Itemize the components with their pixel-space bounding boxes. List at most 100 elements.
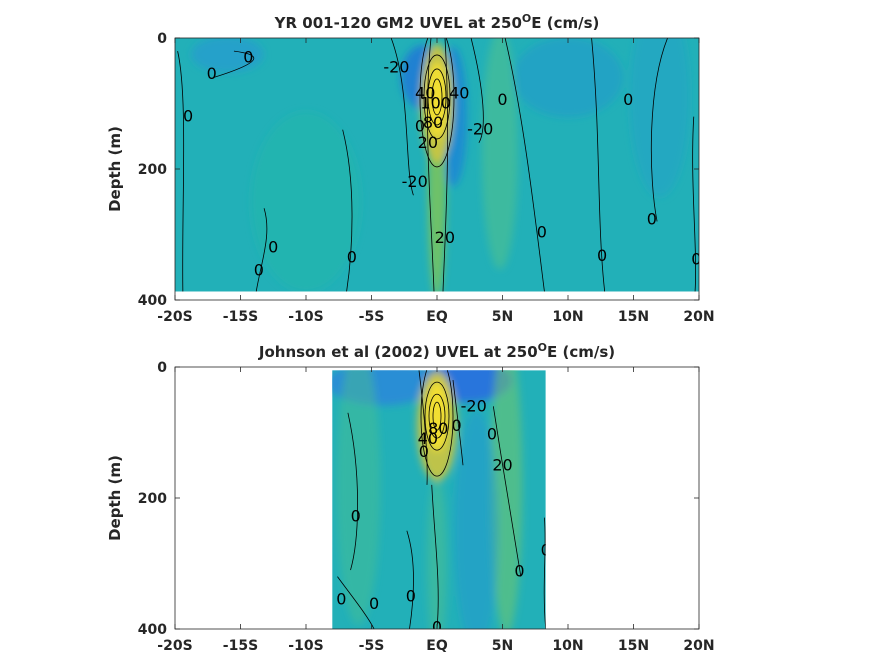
- chart-title-main: Johnson et al (2002) UVEL at 250: [258, 343, 538, 361]
- contour-label: 0: [419, 442, 429, 461]
- y-tick-label: 200: [138, 162, 167, 178]
- contour-line: [470, 38, 484, 144]
- field-patch: [629, 38, 690, 197]
- field-patch: [191, 38, 264, 73]
- x-tick-label: EQ: [426, 309, 448, 325]
- field-patch: [426, 381, 448, 452]
- contour-label: 0: [623, 90, 633, 109]
- chart-title-tail: E (cm/s): [547, 343, 615, 361]
- contour-label: 0: [336, 590, 346, 609]
- contour-label: 0: [514, 561, 524, 580]
- chart-title: YR 001-120 GM2 UVEL at 250OE (cm/s): [274, 12, 600, 32]
- contour-label: 0: [351, 506, 361, 525]
- contour-line: [492, 406, 522, 577]
- contour-label: 40: [415, 84, 435, 103]
- contour-line: [428, 393, 446, 439]
- contour-label: 0: [268, 238, 278, 257]
- field-patch: [481, 38, 518, 270]
- y-axis-label: Depth (m): [106, 126, 124, 212]
- contour-line: [342, 129, 353, 292]
- x-tick-label: 10N: [552, 309, 583, 325]
- contour-label: 0: [415, 116, 425, 135]
- x-tick-label: -20S: [157, 309, 192, 325]
- contour-line: [650, 38, 668, 222]
- contour-label: 0: [487, 424, 497, 443]
- contour-line: [177, 51, 185, 292]
- contour-line: [427, 68, 447, 126]
- contour-label: 0: [541, 540, 551, 559]
- chart-title-superscript: O: [522, 12, 531, 25]
- contour-line: [442, 38, 448, 292]
- contour-line: [591, 38, 606, 292]
- contour-label: 0: [243, 48, 253, 67]
- x-tick-label: 15N: [618, 638, 649, 654]
- x-tick-label: -5S: [359, 309, 385, 325]
- contour-line: [504, 38, 545, 292]
- contour-label: 0: [432, 618, 442, 637]
- contour-line: [406, 530, 414, 629]
- chart-title-tail: E (cm/s): [531, 14, 599, 32]
- contour-line: [214, 50, 254, 78]
- field-patch: [251, 111, 361, 292]
- x-tick-label: -20S: [157, 638, 192, 654]
- contour-line: [390, 38, 414, 196]
- y-axis-label: Depth (m): [106, 455, 124, 541]
- x-tick-label: 10N: [552, 638, 583, 654]
- chart-title: Johnson et al (2002) UVEL at 250OE (cm/s…: [258, 341, 615, 361]
- x-tick-label: 5N: [492, 309, 513, 325]
- contour-lines: [177, 38, 697, 292]
- chart-title-superscript: O: [538, 341, 547, 354]
- contour-lines: [337, 370, 546, 629]
- contour-label: 0: [254, 261, 264, 280]
- contour-label: 80: [428, 419, 448, 438]
- contour-line: [255, 208, 268, 292]
- contour-line: [543, 517, 546, 629]
- y-tick-label: 400: [138, 622, 167, 638]
- x-tick-label: 20N: [683, 309, 714, 325]
- contour-label: 0: [597, 246, 607, 265]
- contour-line: [418, 370, 428, 485]
- y-tick-label: 400: [138, 293, 167, 309]
- contour-label: 0: [347, 247, 357, 266]
- contour-label: -20: [402, 172, 428, 191]
- field-patch: [513, 38, 623, 118]
- contour-label: -20: [383, 57, 409, 76]
- x-tick-label: -10S: [288, 309, 323, 325]
- contour-label: 0: [183, 107, 193, 126]
- contour-label: 0: [452, 416, 462, 435]
- contour-line: [420, 370, 454, 477]
- contour-line: [347, 412, 358, 571]
- x-tick-label: EQ: [426, 638, 448, 654]
- contour-line: [452, 380, 464, 466]
- x-tick-label: 5N: [492, 638, 513, 654]
- field-patch: [336, 370, 381, 625]
- contour-line: [692, 116, 697, 292]
- x-tick-label: -15S: [223, 309, 258, 325]
- contour-label: -20: [467, 120, 493, 139]
- field-patch: [427, 473, 447, 629]
- contour-label: 40: [418, 429, 438, 448]
- contour-label: 100: [420, 94, 451, 113]
- x-tick-label: 15N: [618, 309, 649, 325]
- contour-label: 0: [537, 223, 547, 242]
- y-tick-label: 200: [138, 491, 167, 507]
- x-tick-label: 20N: [683, 638, 714, 654]
- contour-line: [427, 38, 435, 292]
- contour-label: 0: [691, 249, 701, 268]
- contour-line: [432, 401, 442, 431]
- x-tick-label: -5S: [359, 638, 385, 654]
- contour-label: 20: [418, 133, 438, 152]
- x-tick-label: -10S: [288, 638, 323, 654]
- contour-line: [424, 381, 450, 451]
- contour-line: [337, 576, 375, 629]
- contour-label: 0: [207, 64, 217, 83]
- contour-line: [423, 54, 451, 140]
- field-patch: [454, 410, 499, 629]
- contour-label: 0: [647, 209, 657, 228]
- contour-label: 80: [423, 113, 443, 132]
